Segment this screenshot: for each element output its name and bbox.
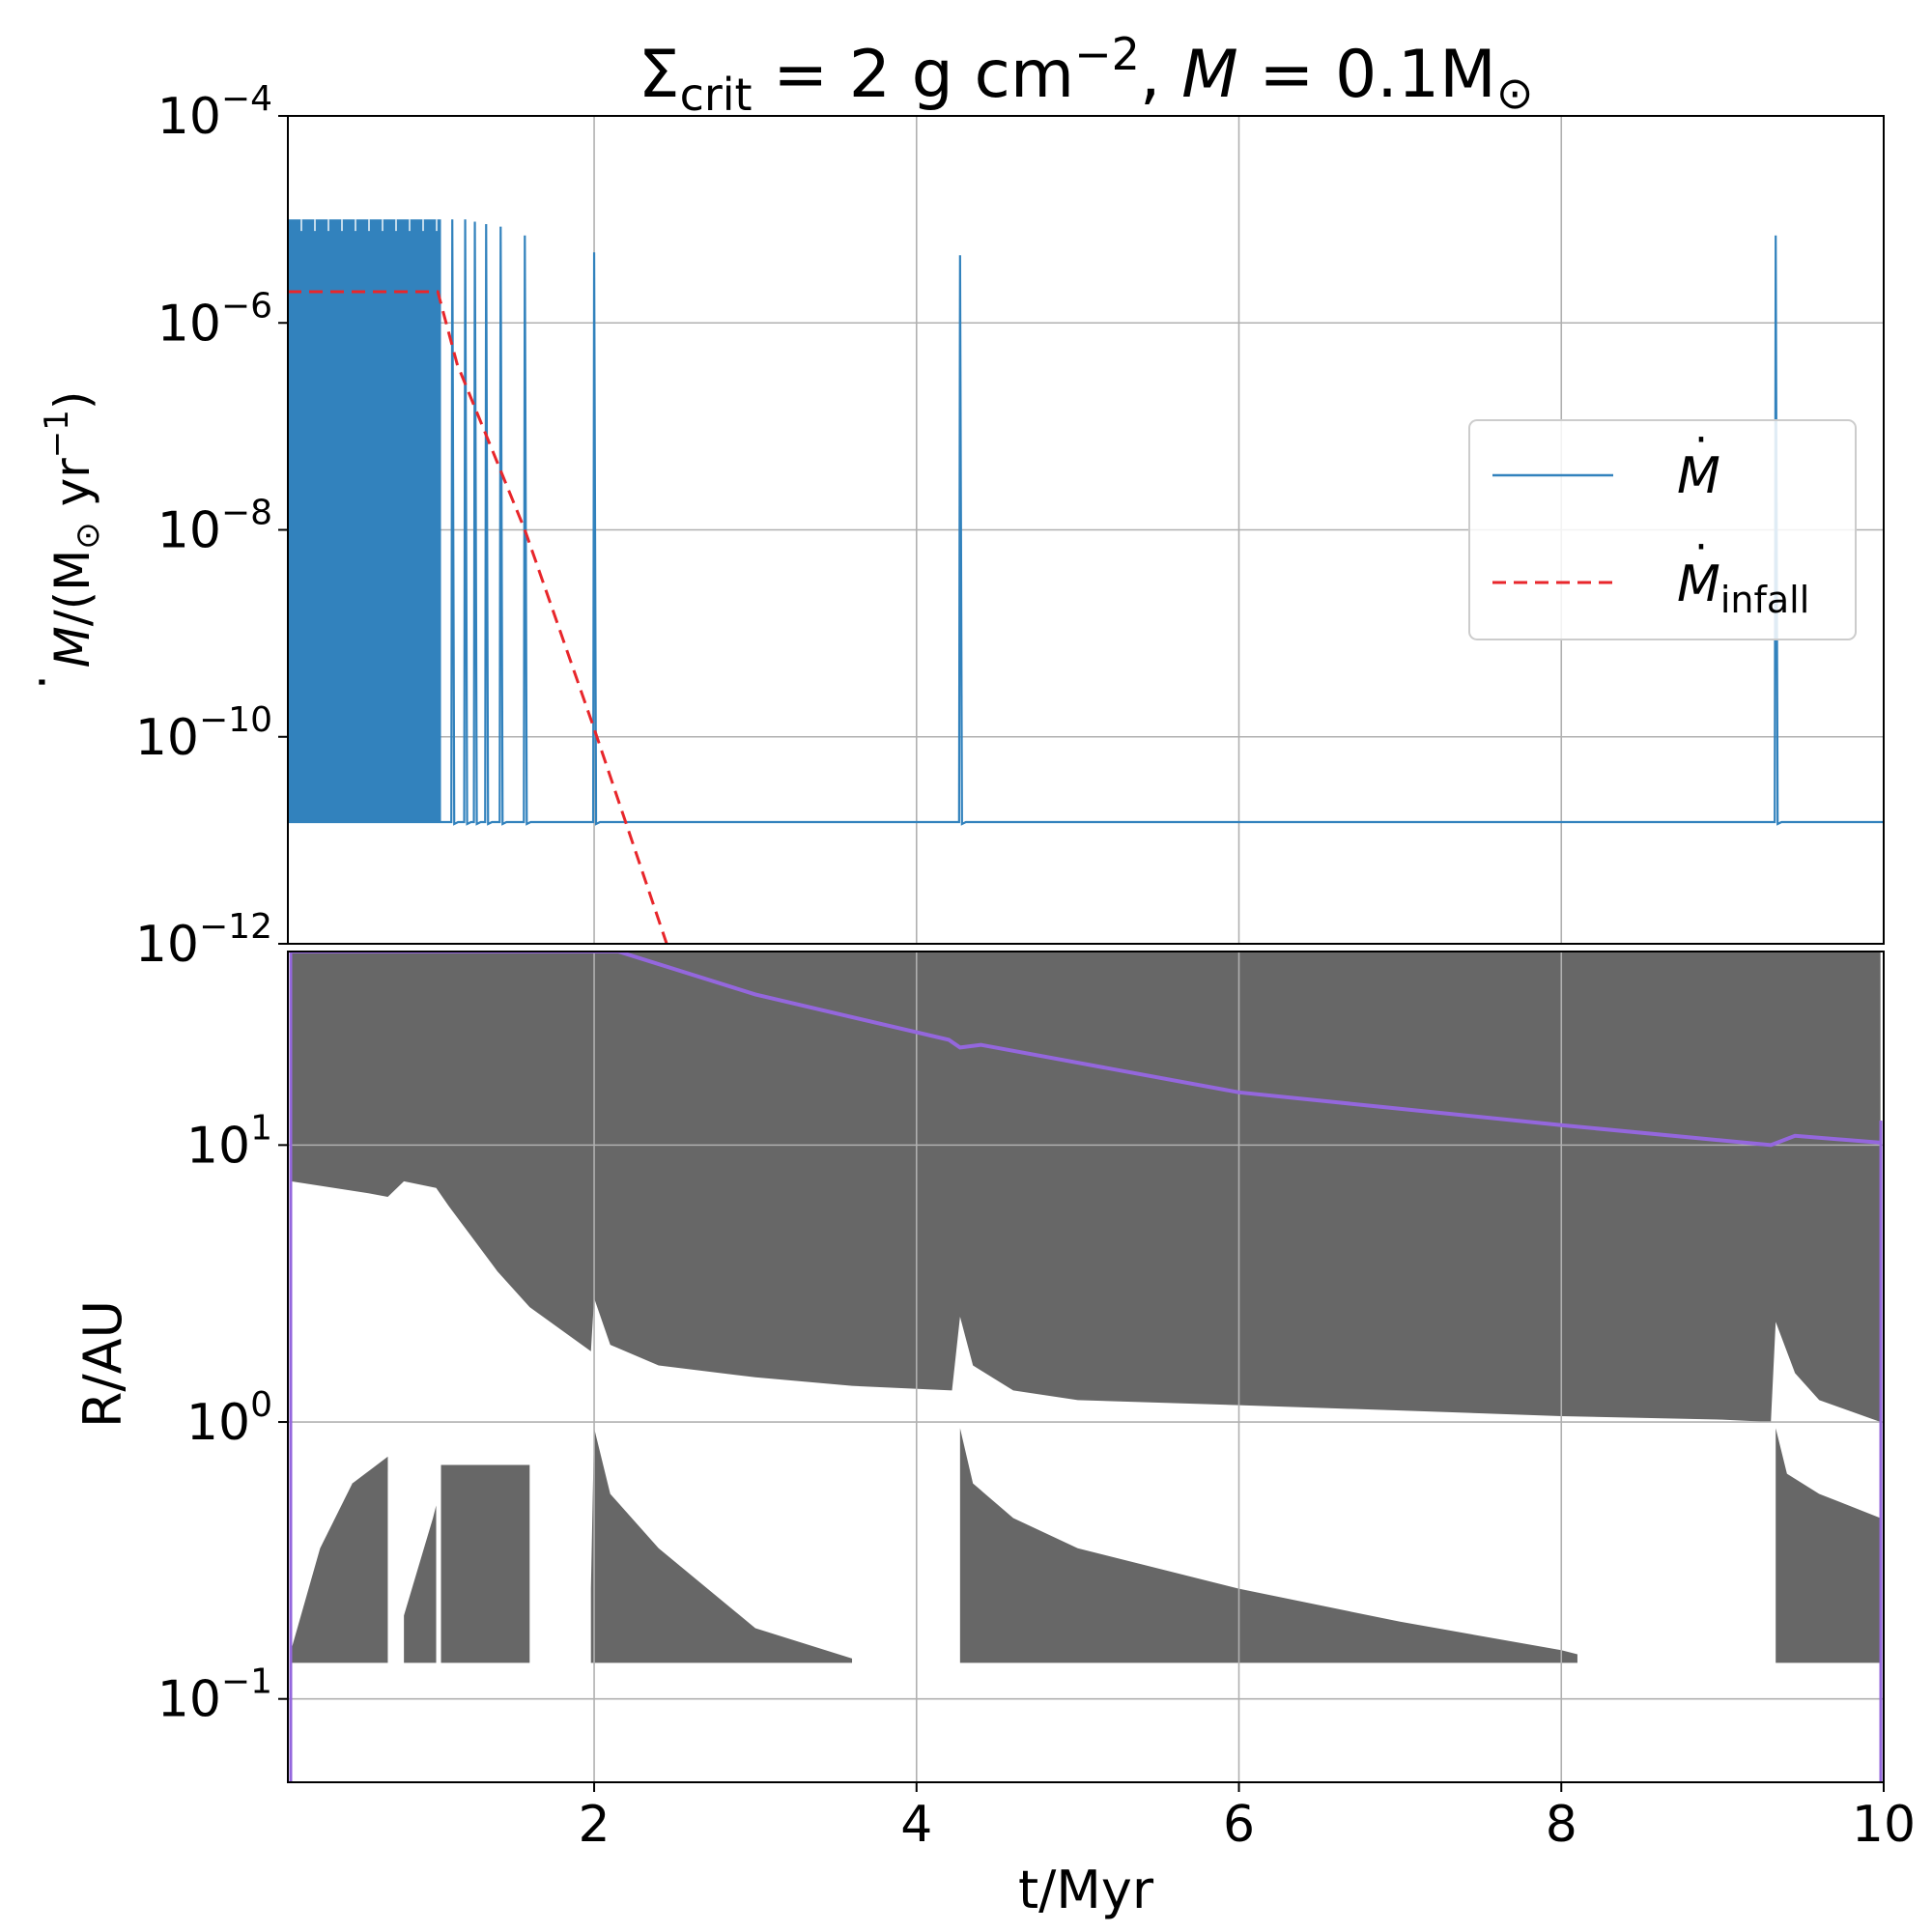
inner-active-block (590, 1428, 853, 1663)
top-ytick-label: 10−4 (157, 79, 272, 146)
bottom-xtick-label: 4 (900, 1796, 932, 1854)
bottom-xtick-label: 2 (579, 1796, 611, 1854)
inner-active-block (959, 1428, 1577, 1663)
inner-active-block (404, 1505, 437, 1663)
chart-title: Σcrit = 2 g cm−2, M = 0.1M⊙ (639, 28, 1534, 121)
top-ytick-label: 10−8 (157, 494, 272, 560)
bottom-x-axis-label: t/Myr (1018, 1860, 1154, 1920)
inner-active-regions (291, 1428, 1881, 1663)
bottom-ytick-label: 100 (186, 1385, 272, 1452)
bottom-x-ticks: 2 4 6 8 10 (579, 1782, 1916, 1854)
bottom-ytick-label: 10−1 (157, 1662, 272, 1729)
bottom-ytick-label: 101 (186, 1108, 272, 1175)
mdot-series-line (288, 219, 1884, 826)
bottom-panel: 101 100 10−1 2 4 6 8 10 R/AU t/Myr (72, 951, 1916, 1920)
mdot-dense-bursts (288, 219, 441, 823)
top-ytick-label: 10−6 (157, 286, 272, 353)
outer-radius-line (291, 952, 1881, 1148)
bottom-xtick-label: 8 (1546, 1796, 1577, 1854)
legend-label-infall: Minfall (1677, 555, 1809, 621)
legend-dot-infall: · (1694, 523, 1708, 572)
top-panel: 10−4 10−6 10−8 10−10 10−12 M/(M⊙ yr−1) · M ·… (14, 79, 1885, 974)
bottom-axes-frame (287, 951, 1885, 1783)
bottom-y-axis-label: R/AU (72, 1300, 133, 1428)
y-label-dot: · (14, 674, 71, 690)
top-y-axis-label: M/(M⊙ yr−1) (38, 391, 107, 668)
bottom-xtick-label: 6 (1223, 1796, 1255, 1854)
inner-active-block (291, 1456, 388, 1663)
inner-active-block (440, 1464, 530, 1663)
legend: M · Minfall · (1468, 415, 1857, 640)
legend-label-mdot: M (1677, 447, 1720, 505)
inner-active-block (1776, 1428, 1881, 1663)
bottom-gridlines (288, 952, 1884, 1782)
legend-dot-mdot: · (1694, 415, 1708, 465)
top-ytick-label: 10−12 (135, 907, 272, 974)
outer-active-region (291, 952, 1881, 1423)
top-ytick-label: 10−10 (135, 700, 272, 767)
top-y-ticks: 10−4 10−6 10−8 10−10 10−12 (135, 79, 288, 974)
bottom-xtick-label: 10 (1852, 1796, 1916, 1854)
bottom-y-ticks: 101 100 10−1 (157, 1108, 288, 1729)
